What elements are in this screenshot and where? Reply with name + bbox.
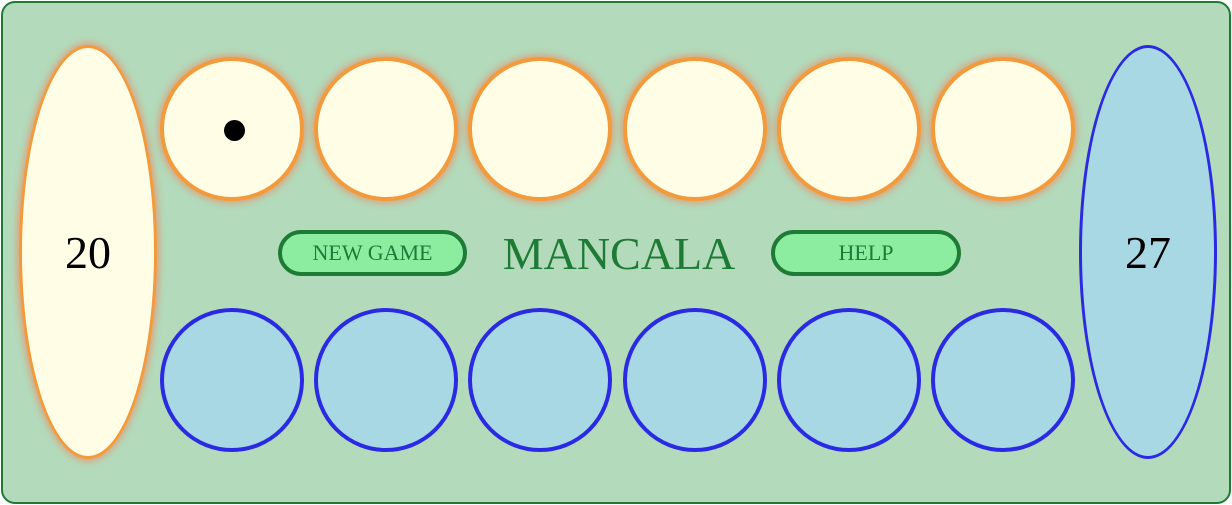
help-button[interactable]: HELP xyxy=(771,230,961,276)
right-store: 27 xyxy=(1079,45,1217,459)
top-pit-1[interactable] xyxy=(160,57,304,201)
game-title: MANCALA xyxy=(502,227,736,279)
top-pit-4[interactable] xyxy=(623,57,767,201)
seed xyxy=(224,120,245,141)
bottom-pit-2[interactable] xyxy=(314,308,458,452)
top-pit-6[interactable] xyxy=(931,57,1075,201)
top-pit-2[interactable] xyxy=(314,57,458,201)
bottom-pit-4[interactable] xyxy=(623,308,767,452)
new-game-button[interactable]: NEW GAME xyxy=(278,230,467,276)
bottom-pit-6[interactable] xyxy=(931,308,1075,452)
left-store-count: 20 xyxy=(65,226,111,278)
bottom-pit-5[interactable] xyxy=(777,308,921,452)
top-pit-5[interactable] xyxy=(777,57,921,201)
right-store-count: 27 xyxy=(1125,226,1171,278)
top-pit-3[interactable] xyxy=(468,57,612,201)
bottom-pit-1[interactable] xyxy=(160,308,304,452)
left-store: 20 xyxy=(19,45,157,459)
bottom-pit-3[interactable] xyxy=(468,308,612,452)
